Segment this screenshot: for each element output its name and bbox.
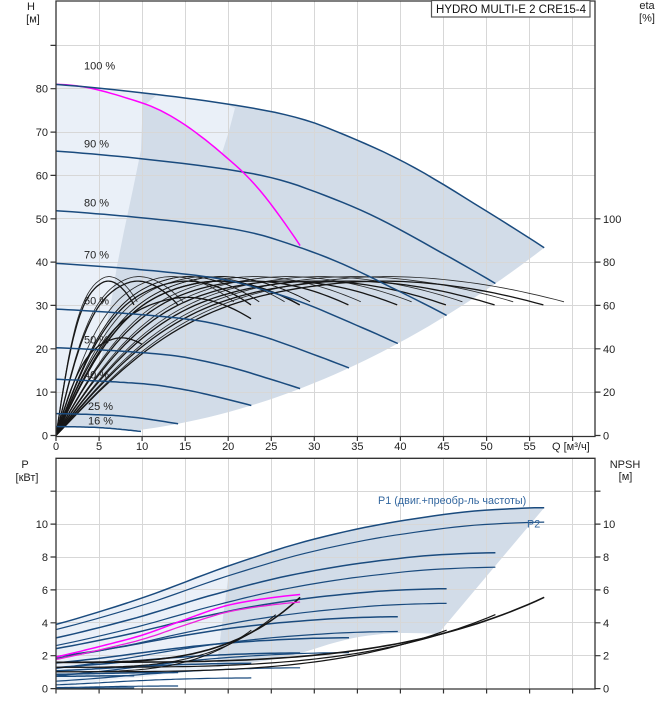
svg-text:40: 40	[603, 344, 615, 356]
svg-text:5: 5	[96, 441, 102, 453]
svg-text:70: 70	[36, 127, 48, 139]
svg-text:4: 4	[603, 618, 609, 630]
svg-text:80: 80	[603, 257, 615, 269]
svg-text:30: 30	[36, 300, 48, 312]
svg-text:40 %: 40 %	[84, 369, 109, 381]
svg-text:25 %: 25 %	[88, 401, 113, 413]
svg-text:Q [м³/ч]: Q [м³/ч]	[552, 441, 590, 453]
svg-text:P2: P2	[527, 519, 540, 531]
svg-text:50: 50	[36, 214, 48, 226]
svg-text:25: 25	[265, 441, 277, 453]
svg-text:[м]: [м]	[26, 14, 40, 26]
svg-text:P1 (двиг.+преобр-ль частоты): P1 (двиг.+преобр-ль частоты)	[378, 495, 526, 507]
svg-text:60 %: 60 %	[84, 296, 109, 308]
svg-text:P: P	[21, 459, 28, 471]
svg-text:8: 8	[42, 552, 48, 564]
svg-text:0: 0	[603, 431, 609, 443]
svg-text:6: 6	[42, 585, 48, 597]
svg-text:10: 10	[36, 519, 48, 531]
svg-text:80 %: 80 %	[84, 198, 109, 210]
svg-text:10: 10	[603, 519, 615, 531]
svg-text:[%]: [%]	[639, 13, 655, 25]
svg-text:0: 0	[603, 684, 609, 696]
svg-text:10: 10	[36, 387, 48, 399]
svg-text:100 %: 100 %	[84, 61, 115, 73]
svg-text:HYDRO MULTI-E 2 CRE15-4: HYDRO MULTI-E 2 CRE15-4	[436, 4, 587, 16]
svg-text:80: 80	[36, 84, 48, 96]
svg-text:[кВт]: [кВт]	[16, 472, 39, 484]
svg-text:15: 15	[179, 441, 191, 453]
svg-text:60: 60	[603, 300, 615, 312]
svg-text:60: 60	[36, 170, 48, 182]
svg-text:4: 4	[42, 618, 48, 630]
svg-text:2: 2	[603, 651, 609, 663]
svg-text:70 %: 70 %	[84, 250, 109, 262]
svg-text:0: 0	[53, 441, 59, 453]
svg-text:90 %: 90 %	[84, 138, 109, 150]
svg-text:[м]: [м]	[619, 471, 633, 483]
svg-text:55: 55	[523, 441, 535, 453]
svg-text:20: 20	[222, 441, 234, 453]
svg-text:8: 8	[603, 552, 609, 564]
svg-text:20: 20	[603, 387, 615, 399]
svg-text:eta: eta	[639, 0, 655, 12]
svg-text:50 %: 50 %	[84, 335, 109, 347]
svg-text:0: 0	[42, 684, 48, 696]
svg-text:2: 2	[42, 651, 48, 663]
svg-text:45: 45	[437, 441, 449, 453]
svg-text:20: 20	[36, 344, 48, 356]
svg-text:H: H	[27, 1, 35, 13]
svg-text:16 %: 16 %	[88, 416, 113, 428]
svg-text:40: 40	[394, 441, 406, 453]
svg-text:10: 10	[136, 441, 148, 453]
svg-text:35: 35	[351, 441, 363, 453]
svg-text:30: 30	[308, 441, 320, 453]
svg-text:NPSH: NPSH	[610, 459, 641, 471]
svg-text:50: 50	[480, 441, 492, 453]
svg-text:0: 0	[42, 431, 48, 443]
svg-text:100: 100	[603, 214, 621, 226]
svg-text:6: 6	[603, 585, 609, 597]
svg-text:40: 40	[36, 257, 48, 269]
